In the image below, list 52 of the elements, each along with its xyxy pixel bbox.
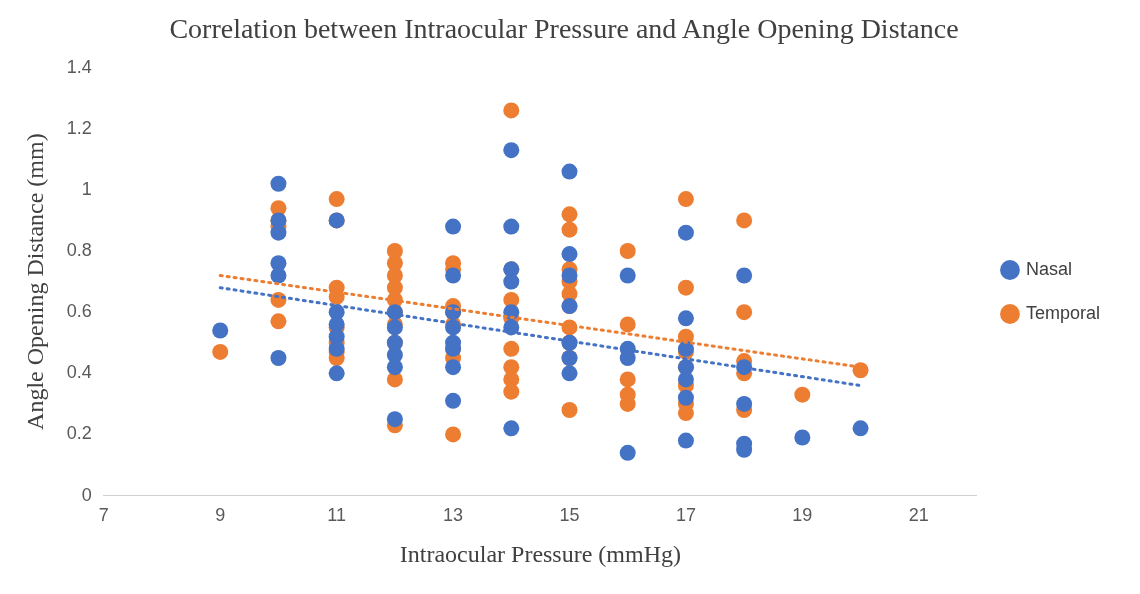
y-tick-label: 0.6: [66, 301, 92, 322]
legend-label: Temporal: [1025, 302, 1100, 323]
point: [736, 395, 753, 412]
point: [677, 389, 694, 406]
point: [677, 432, 694, 449]
point: [445, 267, 462, 284]
point: [561, 246, 578, 263]
point: [677, 371, 694, 388]
point: [445, 218, 462, 235]
point: [270, 224, 287, 241]
y-tick-label: 0: [81, 484, 92, 505]
point: [619, 267, 636, 284]
y-tick-label: 1: [81, 178, 92, 199]
y-tick-label: 1.2: [66, 117, 92, 138]
point: [561, 267, 578, 284]
point: [445, 359, 462, 376]
point: [736, 267, 753, 284]
x-tick-label: 21: [908, 505, 929, 526]
chart-title: Correlation between Intraocular Pressure and Angle Opening Distance: [169, 13, 959, 45]
point: [503, 218, 520, 235]
point: [445, 392, 462, 409]
x-axis-title: Intraocular Pressure (mmHg): [399, 540, 682, 567]
x-tick-label: 17: [675, 505, 696, 526]
y-tick-label: 1.4: [66, 56, 92, 77]
point: [561, 365, 578, 382]
point: [561, 163, 578, 180]
point: [386, 359, 403, 376]
legend-label: Nasal: [1025, 258, 1072, 279]
point: [386, 411, 403, 428]
point: [794, 429, 811, 446]
y-tick-label: 0.8: [66, 240, 92, 260]
point: [677, 224, 694, 241]
point: [503, 273, 520, 290]
x-tick-label: 9: [215, 505, 226, 526]
x-tick-label: 15: [559, 505, 580, 526]
point: [503, 420, 520, 437]
point: [503, 142, 520, 159]
point: [270, 175, 287, 192]
point: [270, 350, 287, 367]
x-tick-label: 19: [792, 505, 813, 526]
point: [270, 267, 287, 284]
point: [328, 365, 345, 382]
point: [212, 322, 229, 339]
point: [677, 310, 694, 327]
y-tick-label: 0.4: [66, 362, 92, 383]
point: [619, 444, 636, 461]
x-tick-label: 7: [98, 505, 109, 526]
y-tick-label: 0.2: [66, 423, 92, 444]
point: [852, 420, 869, 437]
x-tick-label: 13: [443, 505, 464, 526]
y-axis-title: Angle Opening Distance (mm): [21, 133, 48, 430]
x-tick-label: 11: [327, 505, 347, 526]
